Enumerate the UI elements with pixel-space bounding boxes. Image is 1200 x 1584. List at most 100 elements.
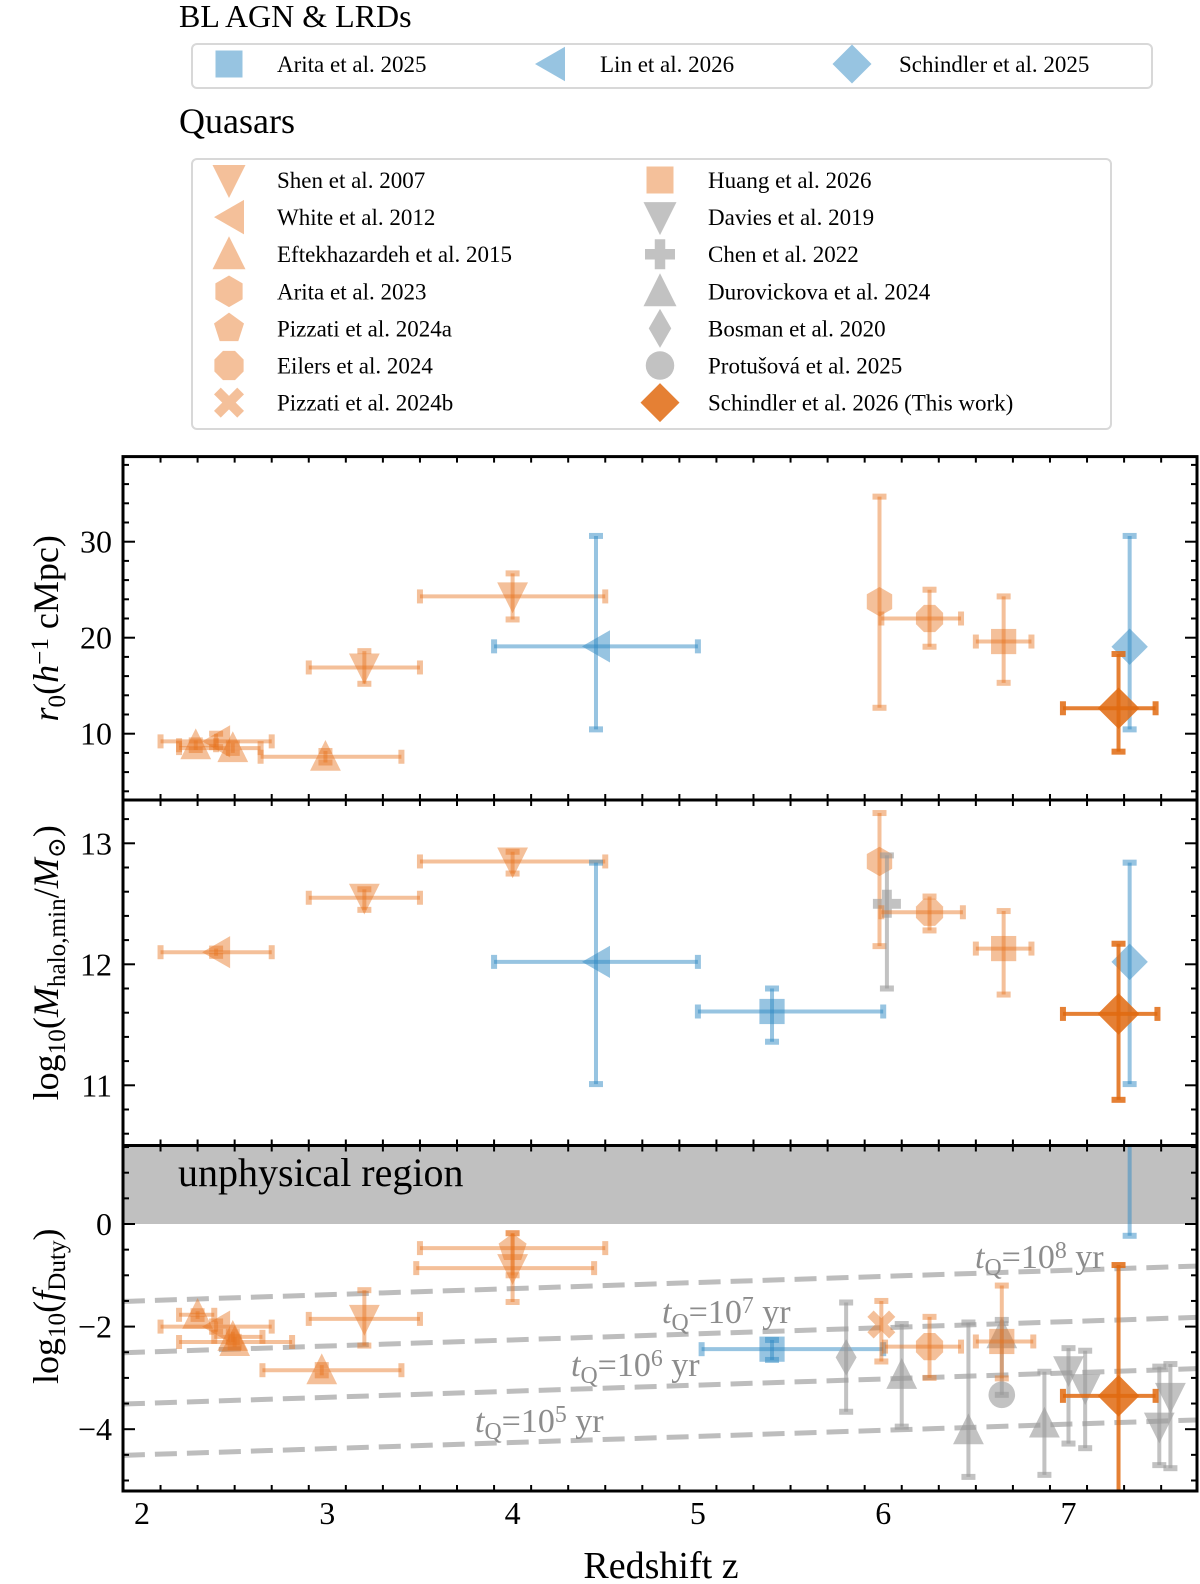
marker-tri-up-icon (886, 1358, 918, 1389)
legend-label: Arita et al. 2023 (277, 279, 426, 304)
y-tick-label: 12 (80, 946, 112, 982)
data-point-durovickova2024 (953, 1319, 984, 1480)
legend-marker-tri-up-icon (643, 273, 677, 307)
data-point-eftek2015 (176, 1325, 296, 1356)
label-segment: Q (671, 1310, 688, 1336)
label-segment: log (26, 1338, 66, 1384)
data-point-huang2026 (972, 593, 1035, 686)
label-segment: yr (1067, 1239, 1105, 1276)
data-point-durovickova2024 (886, 1321, 918, 1430)
unphysical-region (123, 1145, 1197, 1224)
axes-frame (121, 455, 1199, 802)
legend-label: Durovickova et al. 2024 (708, 279, 931, 304)
marker-tri-down-icon (1155, 1382, 1186, 1414)
legend-label: Eftekhazardeh et al. 2015 (277, 242, 512, 267)
label-segment: Q (580, 1363, 597, 1389)
legend-item-lin2026: Lin et al. 2026 (535, 46, 734, 82)
label-segment: 0 (44, 695, 71, 708)
label-segment: −1 (27, 638, 54, 665)
marker-square-icon (759, 998, 785, 1025)
marker-plus-icon (872, 889, 901, 918)
legend-title-quasars: Quasars (179, 101, 295, 141)
marker-tri-down-icon (1143, 1412, 1175, 1444)
unphysical-region-label: unphysical region (178, 1150, 464, 1195)
marker-tri-left-icon (202, 936, 231, 969)
marker-tri-left-icon (202, 1310, 231, 1343)
data-point-eftek2015 (259, 1353, 405, 1385)
data-point-shen2007 (416, 570, 609, 623)
label-segment: =10 (1002, 1239, 1055, 1276)
x-tick-label: 5 (690, 1495, 706, 1531)
label-segment: M (26, 985, 66, 1018)
label-segment: Q (984, 1255, 1001, 1281)
data-point-thiswork (1059, 651, 1159, 755)
marker-tri-left-icon (202, 725, 231, 758)
data-point-davies2019 (1069, 1347, 1101, 1452)
legend-marker-plus-icon (645, 239, 675, 270)
marker-square-icon (991, 935, 1017, 962)
label-segment: ( (26, 683, 66, 695)
data-point-shen2007 (416, 847, 609, 879)
label-segment: ( (26, 1017, 66, 1029)
label-segment: 5 (555, 1402, 567, 1428)
y-tick-label: 10 (80, 716, 112, 752)
tq-label-1e8: tQ=108 yr (975, 1238, 1104, 1280)
label-segment: t (475, 1403, 486, 1440)
data-point-white2012 (157, 936, 275, 969)
data-point-schindler2025 (1111, 859, 1148, 1088)
label-segment: r (26, 706, 66, 721)
label-segment: 6 (651, 1346, 663, 1372)
legend-marker-tri-left-icon (535, 46, 565, 82)
data-point-lin2026 (491, 859, 701, 1088)
y-tick-label: 20 (80, 620, 112, 656)
marker-diamond-icon (1097, 1375, 1140, 1417)
legend-item-white2012: White et al. 2012 (214, 199, 435, 235)
tq-label-1e5: tQ=105 yr (475, 1402, 604, 1444)
legend-label: Lin et al. 2026 (600, 52, 734, 77)
legend-item-pizzati2024a: Pizzati et al. 2024a (214, 312, 452, 341)
legend-marker-tri-down-icon (212, 165, 246, 198)
marker-tri-up-icon (217, 1320, 249, 1351)
legend-label: Eilers et al. 2024 (277, 354, 433, 379)
legend-item-bosman2020: Bosman et al. 2020 (648, 308, 886, 348)
x-tick-label: 7 (1061, 1495, 1077, 1531)
legend-item-schindler2025: Schindler et al. 2025 (832, 44, 1089, 84)
label-segment: yr (754, 1294, 792, 1331)
legend-box-bl-agn (191, 43, 1153, 89)
data-point-eilers2024 (878, 893, 966, 934)
legend-item-protusova2025: Protušová et al. 2025 (645, 351, 902, 380)
legend-label: Shen et al. 2007 (277, 168, 425, 193)
marker-tri-down-icon (348, 1304, 380, 1336)
legend-item-davies2019: Davies et al. 2019 (643, 202, 874, 236)
tq-line-1e6 (123, 1366, 1197, 1407)
legend-label: Schindler et al. 2026 (This work) (708, 391, 1013, 416)
data-point-eilers2024 (882, 1313, 965, 1381)
marker-tri-down-icon (497, 1254, 528, 1285)
label-segment: ) (26, 1228, 66, 1240)
tq-line-1e8 (123, 1263, 1197, 1304)
label-segment: M (26, 856, 66, 889)
marker-tri-up-icon (182, 1298, 213, 1329)
marker-thin-diamond-icon (835, 1339, 857, 1376)
legend-item-huang2026: Huang et al. 2026 (646, 166, 872, 194)
legend-marker-thin-diamond-icon (648, 308, 672, 348)
label-segment: cMpc) (26, 535, 66, 638)
legend-item-arita2023: Arita et al. 2023 (215, 275, 426, 308)
legend-marker-tri-up-icon (212, 236, 246, 270)
legend-marker-x-icon (214, 387, 244, 418)
label-segment: t (662, 1294, 673, 1331)
y-tick-label: −2 (78, 1309, 112, 1345)
data-point-white2012 (157, 1310, 275, 1343)
legend-label: Pizzati et al. 2024a (277, 316, 452, 341)
legend-label: Schindler et al. 2025 (899, 52, 1089, 77)
label-segment: / (26, 888, 66, 898)
legend-label: Protušová et al. 2025 (708, 354, 902, 379)
x-tick-label: 4 (505, 1495, 521, 1531)
y-tick-label: −4 (78, 1411, 112, 1447)
plot-area (123, 1145, 1197, 1491)
data-point-pizzati2024a (416, 1230, 609, 1279)
label-segment: 8 (1055, 1238, 1067, 1264)
y-tick-label: 13 (80, 825, 112, 861)
marker-tri-up-icon (306, 1353, 338, 1385)
